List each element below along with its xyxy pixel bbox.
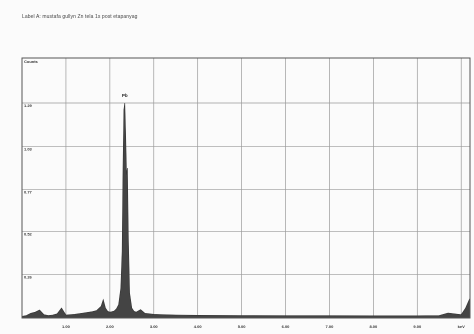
x-tick-label: 1.00 (62, 324, 71, 329)
x-tick-label: 6.00 (282, 324, 291, 329)
y-tick-label: 0.52 (24, 231, 33, 236)
y-tick-label: 1.29 (24, 103, 33, 108)
y-tick-label: 0.77 (24, 190, 33, 195)
x-tick-label: 2.00 (106, 324, 115, 329)
x-tick-label: 8.00 (369, 324, 378, 329)
x-tick-label: 7.00 (326, 324, 335, 329)
y-tick-label: 1.03 (24, 146, 33, 151)
x-tick-label: 9.00 (413, 324, 422, 329)
label-layer: 1.00 2.00 3.00 4.00 5.00 6.00 7.00 8.00 9.00 keV 1… (24, 59, 465, 329)
plot-frame (21, 57, 471, 319)
x-tick-label: 3.00 (150, 324, 159, 329)
peak-label: Pb (122, 93, 128, 98)
axes-layer (21, 57, 471, 319)
y-tick-label: 0.26 (24, 275, 33, 280)
chart-title: Label A: mustafa gullyn Zn tela 1s post … (22, 14, 138, 20)
x-tick-label: 5.00 (238, 324, 247, 329)
area-layer (21, 102, 471, 319)
grid-layer (22, 58, 470, 318)
y-axis-label: Counts (24, 59, 39, 64)
x-tick-label: 4.00 (194, 324, 203, 329)
x-tick-label: keV (458, 324, 465, 329)
spectrum-area (21, 102, 471, 319)
